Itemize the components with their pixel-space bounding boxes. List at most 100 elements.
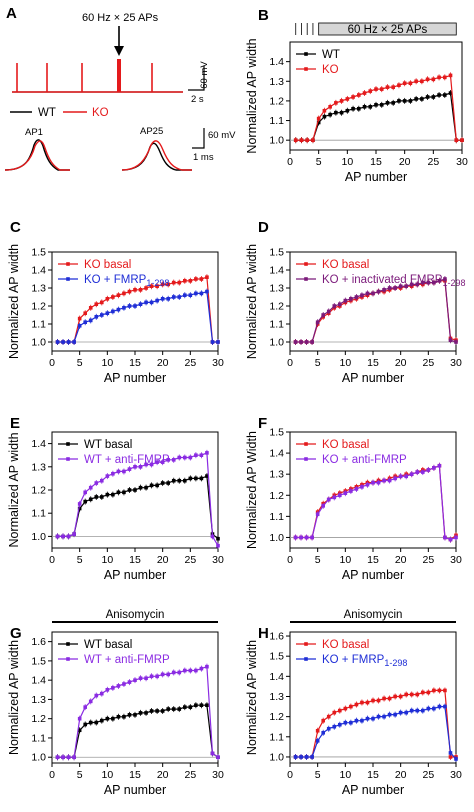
chart-panel-g: G 0 5 10 15 20 25 30 1.0 1.1 1.2 1.3 1.4 1.5 1.6 AP num… — [7, 609, 224, 797]
y-tick-label: 1.1 — [269, 731, 284, 743]
data-point — [431, 95, 436, 99]
chart-panel-f: F 0 5 10 15 20 25 30 1.0 1.1 1.2 1.3 1.4 1.5 AP number… — [245, 415, 462, 582]
data-point — [199, 291, 204, 296]
y-tick-label: 1.3 — [31, 694, 46, 706]
data-point — [122, 469, 126, 474]
data-point — [144, 711, 148, 715]
legend-marker — [304, 642, 308, 646]
data-point — [122, 306, 126, 310]
x-tick-label: 10 — [339, 357, 351, 369]
panel-letter: D — [258, 219, 269, 236]
data-point — [183, 668, 187, 673]
data-point — [155, 460, 159, 464]
legend-marker — [304, 52, 308, 56]
x-tick-label: 25 — [422, 769, 434, 781]
data-point — [385, 101, 390, 105]
data-point — [188, 476, 193, 481]
data-point — [122, 291, 126, 296]
x-tick-label: 30 — [450, 357, 462, 369]
data-point — [83, 490, 87, 495]
data-point — [166, 297, 170, 301]
data-point — [160, 481, 165, 485]
x-tick-label: 10 — [101, 357, 113, 369]
legend-marker — [304, 262, 308, 266]
data-point — [199, 476, 204, 481]
legend-marker — [66, 457, 70, 461]
panel-letter: H — [258, 625, 269, 642]
data-point — [171, 670, 176, 675]
data-point — [371, 716, 375, 721]
y-tick-label: 1.5 — [31, 655, 46, 667]
data-point — [216, 536, 220, 541]
panel-letter: E — [10, 415, 20, 432]
ap1-label: AP1 — [25, 127, 43, 138]
data-point — [304, 340, 309, 344]
data-point — [105, 492, 110, 497]
data-point — [149, 674, 154, 679]
data-point — [382, 696, 386, 701]
data-point — [387, 712, 392, 717]
data-point — [299, 535, 303, 540]
data-point — [66, 534, 71, 539]
legend-marker — [304, 277, 308, 281]
y-tick-label: 1.4 — [269, 671, 284, 683]
data-point — [376, 714, 381, 719]
data-point — [299, 340, 303, 344]
data-point — [133, 678, 137, 682]
data-point — [100, 300, 104, 305]
data-point — [77, 324, 82, 328]
scale-bar-2 — [192, 128, 205, 149]
data-point — [210, 751, 215, 756]
x-tick-label: 10 — [101, 769, 113, 781]
y-tick-label: 1.1 — [31, 508, 46, 520]
x-tick-label: 5 — [315, 769, 321, 781]
y-tick-label: 1.0 — [31, 337, 46, 349]
y-tick-label: 1.3 — [31, 461, 46, 473]
data-point — [144, 286, 148, 290]
y-tick-label: 1.3 — [269, 283, 284, 295]
y-tick-label: 1.2 — [31, 301, 46, 313]
data-point — [354, 295, 359, 299]
panel-letter: F — [258, 415, 267, 432]
data-point — [205, 664, 209, 669]
series-line — [295, 74, 462, 141]
data-point — [326, 497, 331, 502]
y-tick-label: 1.6 — [269, 631, 284, 643]
voltage-trace — [12, 59, 183, 93]
data-point — [421, 690, 425, 695]
x-tick-label: 10 — [339, 554, 351, 566]
data-point — [171, 295, 176, 299]
data-point — [177, 707, 182, 711]
data-point — [321, 718, 325, 723]
data-point — [88, 497, 93, 502]
legend-label: KO + anti-FMRP — [322, 454, 407, 466]
data-point — [334, 110, 338, 115]
data-point — [351, 106, 355, 111]
x-tick-label: 25 — [422, 357, 434, 369]
data-point — [360, 700, 364, 705]
data-point — [310, 535, 314, 540]
data-point — [448, 338, 453, 342]
data-point — [77, 728, 82, 733]
data-point — [354, 702, 359, 707]
x-tick-label: 0 — [49, 357, 55, 369]
data-point — [149, 483, 154, 488]
data-point — [409, 708, 414, 713]
data-point — [138, 711, 143, 715]
data-point — [199, 666, 204, 671]
data-point — [326, 309, 331, 314]
x-tick-label: 5 — [315, 554, 321, 566]
series-line — [295, 278, 457, 343]
data-point — [426, 706, 431, 711]
data-point — [100, 495, 104, 499]
data-point — [409, 472, 414, 476]
data-point — [304, 755, 309, 759]
data-point — [293, 138, 298, 142]
data-point — [349, 489, 353, 493]
data-point — [177, 670, 182, 675]
data-point — [408, 81, 413, 86]
data-point — [171, 280, 176, 285]
data-point — [100, 691, 104, 696]
y-tick-label: 1.2 — [269, 711, 284, 723]
panel-a: A 60 Hz × 25 APs 60 mV 2 s WT KO AP1 AP2… — [4, 5, 236, 171]
